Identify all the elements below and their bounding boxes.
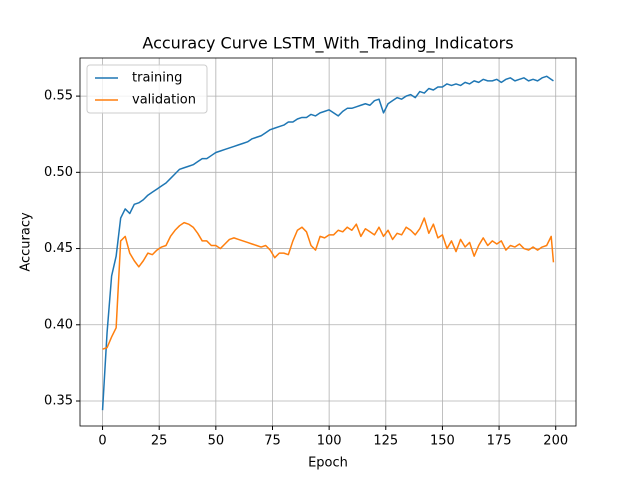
data-line (102, 217, 555, 350)
x-tick-label: 50 (208, 434, 225, 449)
legend-label: validation (132, 93, 196, 108)
y-tick-label: 0.35 (44, 393, 73, 408)
legend-box (86, 64, 208, 114)
legend-label: training (132, 71, 182, 86)
y-tick-label: 0.40 (44, 317, 73, 332)
y-axis-label: Accuracy (19, 212, 34, 272)
plot-frame (79, 57, 577, 427)
x-tick-label: 25 (151, 434, 168, 449)
y-tick-label: 0.55 (44, 89, 73, 104)
x-tick-label: 200 (543, 434, 568, 449)
x-tick-label: 0 (98, 434, 106, 449)
x-tick-label: 100 (317, 434, 342, 449)
y-tick-label: 0.45 (44, 241, 73, 256)
y-tick-label: 0.50 (44, 165, 73, 180)
chart-title: Accuracy Curve LSTM_With_Trading_Indicat… (142, 34, 513, 54)
x-tick-label: 150 (430, 434, 455, 449)
x-tick-label: 75 (264, 434, 281, 449)
x-axis-label: Epoch (308, 456, 348, 471)
data-line (101, 75, 554, 411)
x-tick-label: 175 (487, 434, 512, 449)
x-tick-label: 125 (373, 434, 398, 449)
